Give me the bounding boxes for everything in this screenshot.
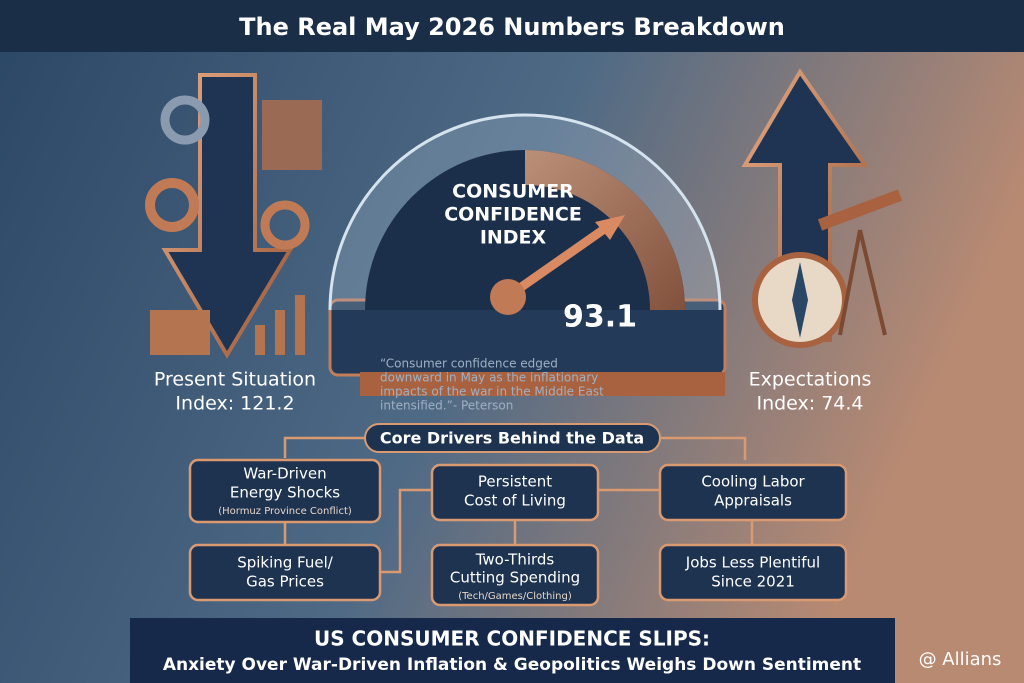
driver-text: Spiking Fuel/ [237,554,334,572]
driver-text: Gas Prices [246,573,324,591]
gauge [328,113,727,396]
watermark: @ Allians [919,649,1002,670]
driver-note: (Tech/Games/Clothing) [458,591,572,602]
gauge-label: CONSUMER [452,181,574,203]
driver-text: Energy Shocks [230,484,340,502]
driver-box [188,543,382,602]
driver-text: Appraisals [714,492,792,510]
driver-text: Two-Thirds [475,551,555,569]
driver-note: (Hormuz Province Conflict) [218,506,352,517]
driver-box [430,543,600,607]
driver-text: Since 2021 [711,573,795,591]
expectations-illustration [741,68,903,348]
driver-text: War-Driven [243,465,326,483]
quote-line: impacts of the war in the Middle East [380,385,604,399]
driver-box [658,463,848,522]
driver-text: Jobs Less Plentiful [685,554,820,572]
banner-subline: Anxiety Over War-Driven Inflation & Geop… [163,655,861,675]
driver-text: Cutting Spending [450,569,580,587]
present-label: Index: 121.2 [175,393,294,415]
title-bar [0,0,1024,52]
drivers-title: Core Drivers Behind the Data [380,429,644,448]
title: The Real May 2026 Numbers Breakdown [239,13,785,41]
quote: “Consumer confidence edged downward in M… [380,357,604,413]
expectations-label: Expectations [749,369,872,391]
gauge-label: CONFIDENCE [444,204,582,226]
banner-headline: US CONSUMER CONFIDENCE SLIPS: [314,627,710,651]
expectations-label: Index: 74.4 [756,393,863,415]
quote-line: downward in May as the inflationary [380,371,598,385]
present-label: Present Situation [154,369,316,391]
driver-text: Cooling Labor [701,473,805,491]
banner [130,618,895,683]
driver-box [430,463,600,522]
quote-line: intensified.”- Peterson [380,399,513,413]
driver-text: Cost of Living [464,492,566,510]
driver-box [658,543,848,602]
driver-box [188,458,382,524]
connectors [283,436,754,574]
gauge-value: 93.1 [563,300,637,335]
present-illustration [145,73,322,359]
driver-text: Persistent [478,473,552,491]
drivers-pill [364,423,661,453]
gauge-label: INDEX [480,227,547,249]
quote-line: “Consumer confidence edged [380,357,558,371]
